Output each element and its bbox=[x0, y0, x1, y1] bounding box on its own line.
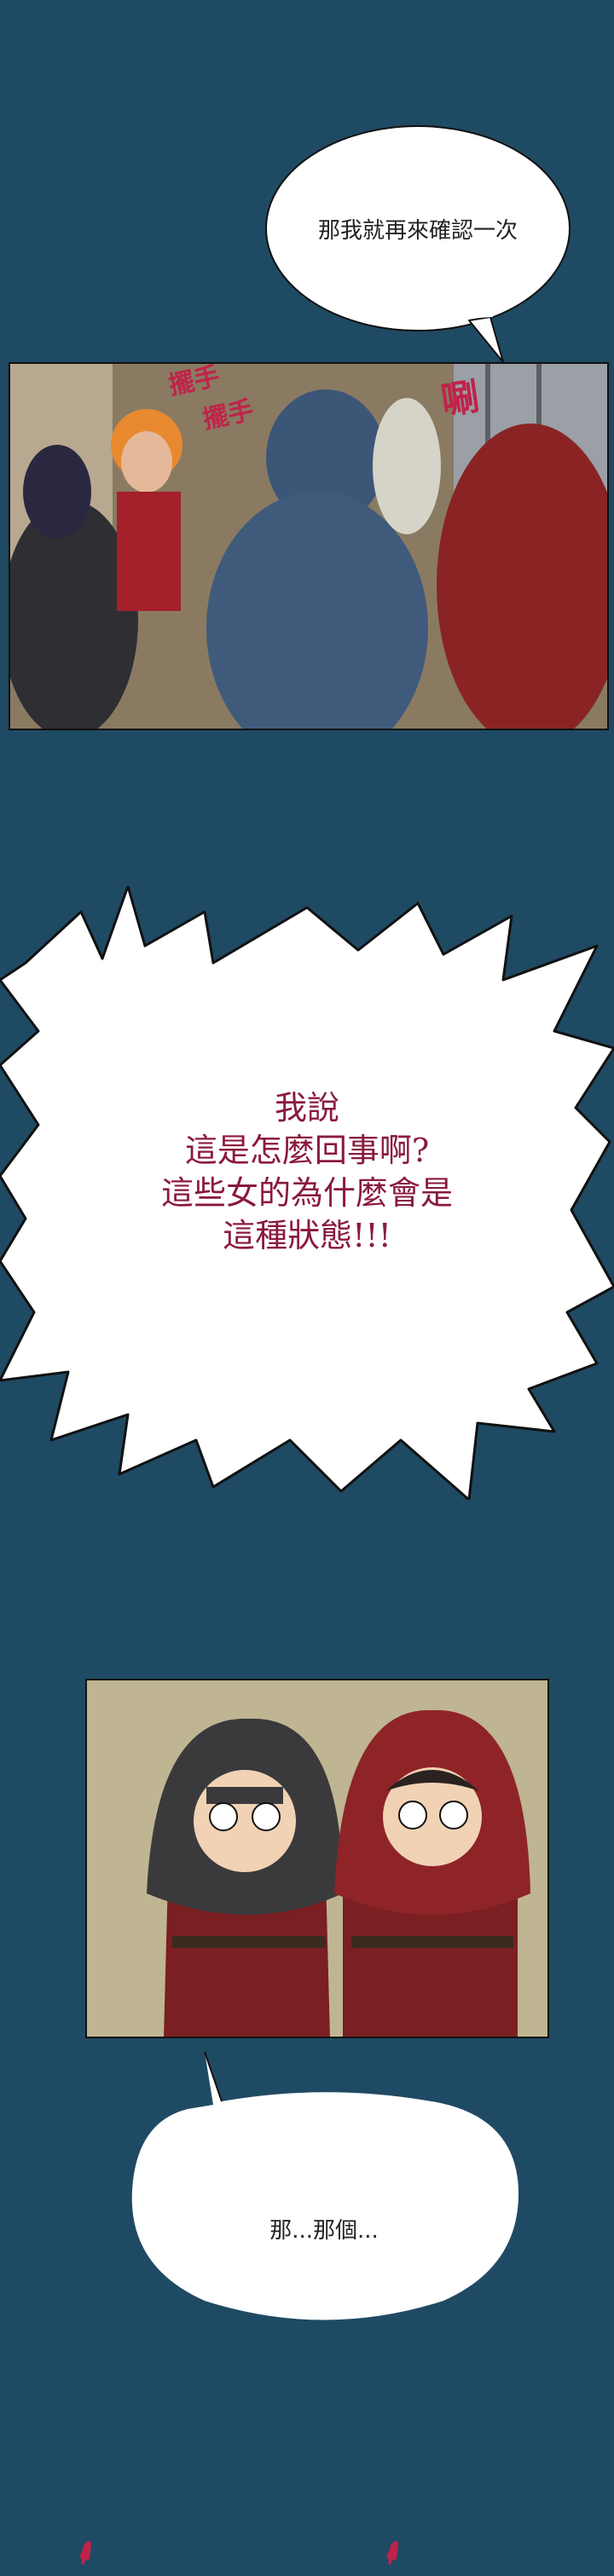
sfx-swish: 唰 bbox=[438, 375, 482, 424]
panel-1-illustration bbox=[10, 364, 607, 729]
panel-1: 擺手 擺手 唰 bbox=[9, 362, 609, 730]
speech-bubble-bottom bbox=[131, 2051, 519, 2320]
speech-bubble-top bbox=[265, 125, 571, 363]
speech-bubble-bottom-text: 那...那個... bbox=[269, 2218, 379, 2244]
shout-bubble bbox=[0, 886, 614, 1500]
panel-2 bbox=[85, 1679, 549, 2038]
sfx-bottom-right: ⸙ bbox=[374, 2528, 411, 2575]
speech-bubble-top-text: 那我就再來確認一次 bbox=[317, 218, 518, 244]
sfx-bottom-left: ⸙ bbox=[67, 2528, 104, 2575]
shout-line-2: 這是怎麼回事啊? bbox=[184, 1132, 430, 1169]
shout-line-3: 這些女的為什麼會是 bbox=[160, 1174, 453, 1212]
panel-2-illustration bbox=[87, 1680, 547, 2037]
shout-line-4: 這種狀態!!! bbox=[223, 1217, 391, 1254]
shout-text-block: 我說 這是怎麼回事啊? 這些女的為什麼會是 這種狀態!!! bbox=[94, 1086, 520, 1257]
shout-line-1: 我說 bbox=[274, 1089, 339, 1127]
